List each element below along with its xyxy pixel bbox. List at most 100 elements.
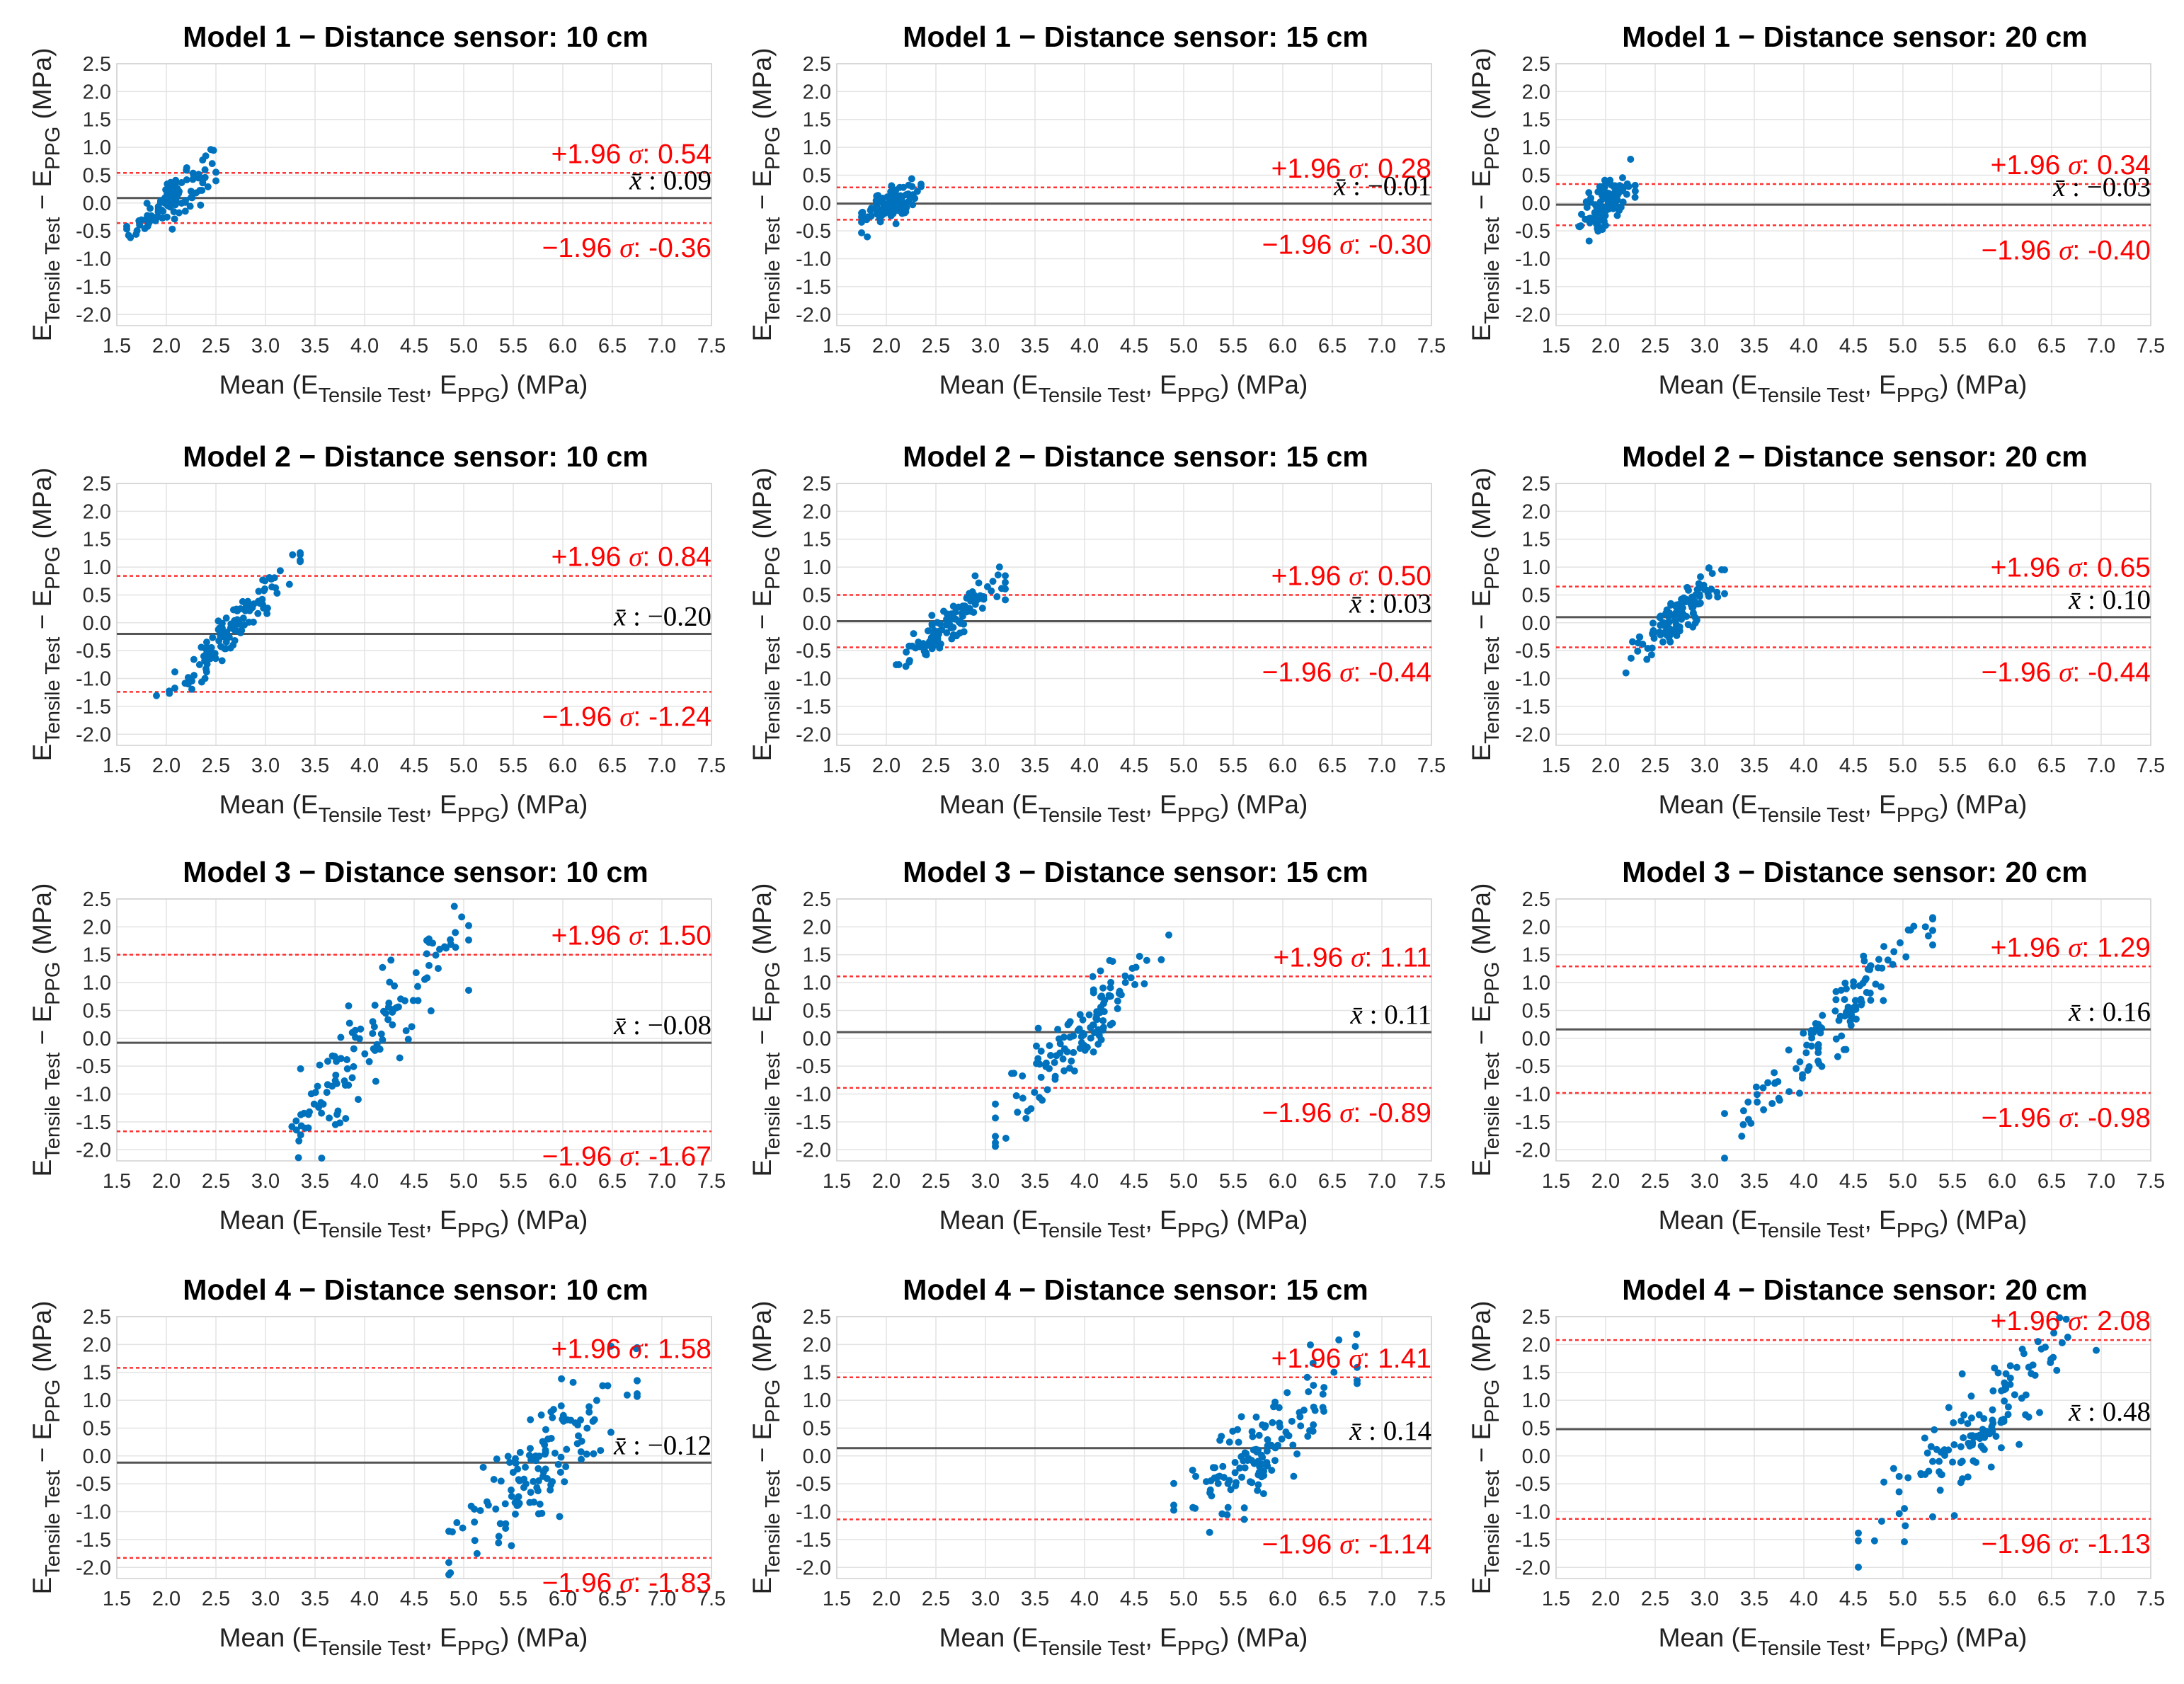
chart-title: Model 1 − Distance sensor: 20 cm <box>1622 21 2087 53</box>
y-axis-label: ETensile Test − EPPG (MPa) <box>28 468 64 762</box>
x-tick-label: 4.5 <box>400 1588 428 1610</box>
data-point <box>1613 196 1621 204</box>
data-point <box>1218 1433 1225 1440</box>
data-point <box>585 1403 593 1411</box>
data-point <box>858 218 865 226</box>
data-point <box>1950 1419 1957 1427</box>
y-axis-label: ETensile Test − EPPG (MPa) <box>748 1301 784 1595</box>
x-axis-label: Mean (ETensile Test, EPPG) (MPa) <box>939 1205 1308 1242</box>
data-point <box>1705 592 1713 600</box>
data-point <box>434 965 442 973</box>
data-point <box>561 1478 568 1486</box>
x-tick-label: 5.5 <box>499 1588 527 1610</box>
data-point <box>554 1460 562 1468</box>
data-point <box>1689 596 1697 604</box>
x-axis-label: Mean (ETensile Test, EPPG) (MPa) <box>219 370 588 407</box>
data-point <box>1856 982 1863 990</box>
data-point <box>1972 1458 1980 1466</box>
data-point <box>1834 1053 1841 1060</box>
y-tick-label: 1.0 <box>803 1390 831 1412</box>
y-tick-label: -0.5 <box>1515 1055 1550 1078</box>
x-tick-label: 7.0 <box>1368 335 1396 357</box>
chart-svg: Model 2 − Distance sensor: 20 cm 1.5 2.0 2.… <box>1467 440 2165 827</box>
x-tick-label: 4.5 <box>1120 335 1148 357</box>
x-tick-label: 4.5 <box>1839 335 1868 357</box>
x-tick-label: 6.0 <box>1988 1588 2016 1610</box>
data-point <box>123 225 130 233</box>
data-point <box>351 1026 359 1034</box>
data-point <box>408 1023 416 1031</box>
y-tick-label: -1.0 <box>1515 248 1550 271</box>
data-point <box>1076 1044 1084 1052</box>
data-point <box>324 1058 331 1065</box>
data-point <box>165 687 173 695</box>
data-point <box>2036 1409 2044 1416</box>
data-point <box>276 567 284 575</box>
y-tick-label: -0.5 <box>796 1473 831 1496</box>
y-tick-label: 0.5 <box>83 164 111 187</box>
data-point <box>925 638 933 646</box>
data-point <box>465 922 472 929</box>
data-point <box>949 631 957 638</box>
data-point <box>326 1114 333 1122</box>
data-point <box>547 1408 555 1416</box>
data-point <box>215 637 223 645</box>
x-tick-label: 5.5 <box>499 335 527 357</box>
x-tick-label: 3.5 <box>1021 1170 1049 1193</box>
data-point <box>202 152 210 160</box>
data-point <box>1283 1389 1291 1397</box>
y-tick-label: -1.5 <box>76 1529 111 1552</box>
data-point <box>970 597 978 605</box>
data-point <box>414 997 422 1004</box>
x-tick-label: 5.5 <box>1938 1170 1967 1193</box>
chart-svg: Model 3 − Distance sensor: 10 cm 1.5 2.0 2.… <box>28 856 726 1242</box>
data-point <box>1838 1032 1846 1040</box>
data-point <box>905 181 913 189</box>
x-tick-label: 4.5 <box>400 755 428 777</box>
data-point <box>273 589 281 597</box>
data-point <box>905 657 913 665</box>
data-point <box>1795 1089 1803 1097</box>
x-tick-label: 2.0 <box>152 1588 181 1610</box>
data-point <box>1064 1021 1072 1029</box>
data-point <box>1012 1092 1020 1099</box>
data-point <box>1288 1417 1296 1425</box>
data-point <box>1867 997 1875 1004</box>
data-point <box>511 1510 519 1518</box>
lower-loa-label: −1.96 σ: -0.98 <box>1982 1103 2151 1133</box>
data-point <box>467 1502 475 1510</box>
data-point <box>508 1486 515 1494</box>
data-point <box>2001 1397 2008 1405</box>
x-tick-label: 3.5 <box>301 1170 329 1193</box>
y-tick-label: 1.0 <box>1522 1390 1550 1412</box>
data-point <box>425 961 433 969</box>
data-point <box>1929 927 1936 934</box>
data-point <box>2002 1370 2010 1377</box>
y-axis-label: ETensile Test − EPPG (MPa) <box>1467 1301 1504 1595</box>
data-point <box>223 635 231 643</box>
x-tick-label: 6.5 <box>598 335 627 357</box>
data-point <box>542 1426 549 1433</box>
data-point <box>1721 1155 1728 1162</box>
data-point <box>377 1030 385 1038</box>
data-point <box>1895 1510 1903 1518</box>
y-tick-label: -1.5 <box>796 1111 831 1134</box>
data-point <box>1019 1072 1027 1079</box>
x-tick-label: 3.5 <box>1740 335 1768 357</box>
data-point <box>1721 566 1728 573</box>
y-tick-label: 2.0 <box>83 916 111 939</box>
data-point <box>1059 1055 1067 1062</box>
x-tick-label: 3.0 <box>251 1170 280 1193</box>
data-point <box>1672 603 1680 611</box>
data-point <box>1643 655 1651 663</box>
x-tick-label: 1.5 <box>823 755 851 777</box>
data-point <box>1673 631 1681 639</box>
data-point <box>1319 1404 1327 1411</box>
data-point <box>1602 180 1610 188</box>
panel-2: Model 1 − Distance sensor: 15 cm 1.5 2.0 2.… <box>720 0 1446 418</box>
data-point <box>445 1559 452 1566</box>
panel-12: Model 4 − Distance sensor: 20 cm 1.5 2.0 2.… <box>1439 1253 2165 1671</box>
y-tick-label: 1.5 <box>83 529 111 551</box>
data-point <box>879 196 886 204</box>
x-tick-label: 5.5 <box>499 755 527 777</box>
